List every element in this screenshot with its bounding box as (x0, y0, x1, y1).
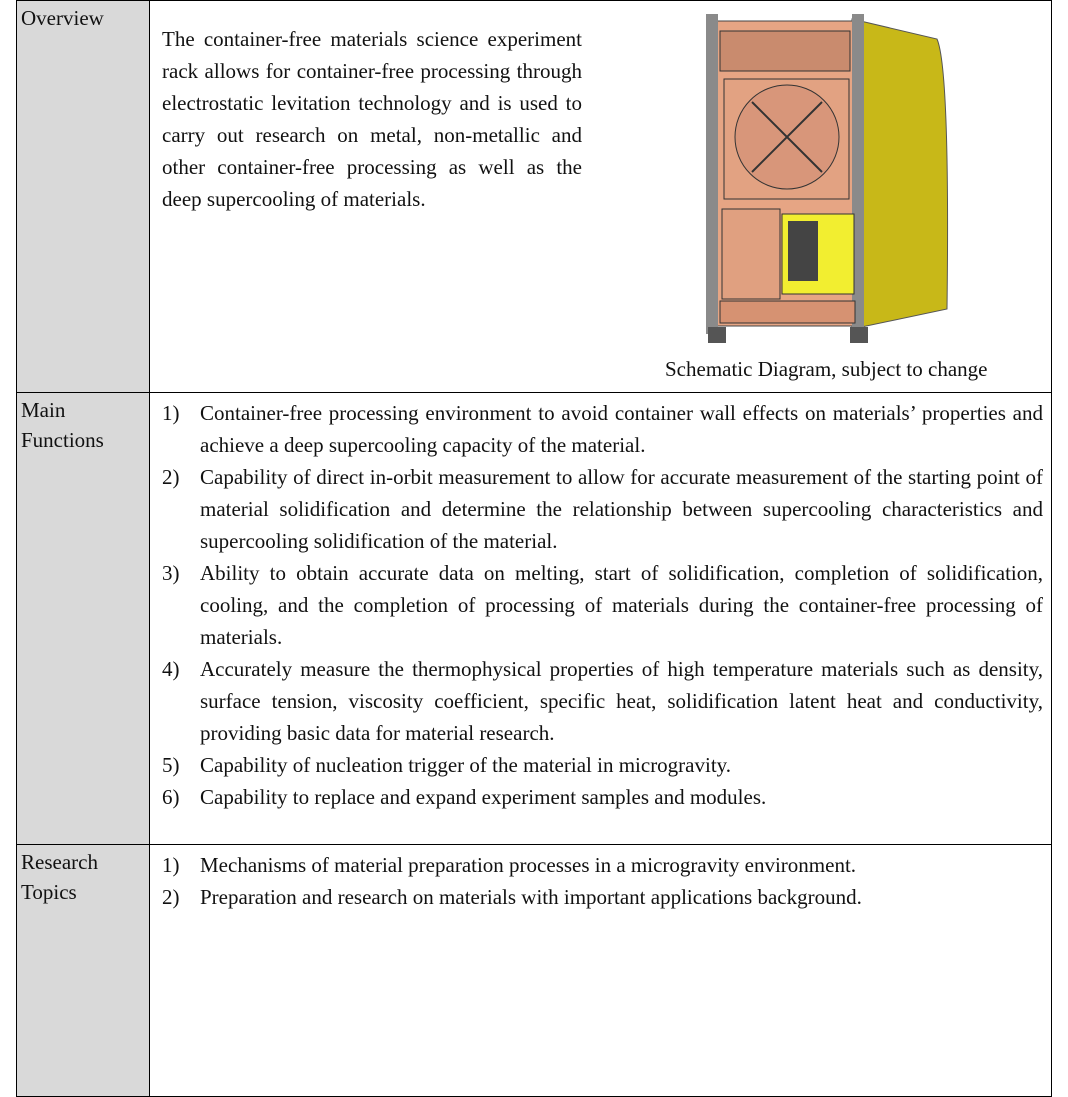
list-item: 2) Preparation and research on materials … (162, 881, 1043, 913)
row-label: Main Functions (16, 392, 150, 845)
item-text: Container-free processing environment to… (200, 401, 1043, 457)
topics-cell: 1) Mechanisms of material preparation pro… (149, 844, 1052, 1097)
item-text: Capability to replace and expand experim… (200, 785, 767, 809)
list-item: 5) Capability of nucleation trigger of th… (162, 749, 1043, 781)
rack-diagram (706, 14, 949, 343)
item-text: Ability to obtain accurate data on melti… (200, 561, 1043, 649)
item-number: 1) (162, 401, 180, 425)
item-number: 2) (162, 465, 180, 489)
overview-cell: The container-free materials science exp… (149, 0, 1052, 393)
list-item: 6) Capability to replace and expand exper… (162, 781, 1043, 813)
item-number: 1) (162, 853, 180, 877)
item-number: 6) (162, 785, 180, 809)
item-number: 4) (162, 657, 180, 681)
item-number: 3) (162, 561, 180, 585)
overview-text: The container-free materials science exp… (162, 27, 582, 211)
functions-cell: 1) Container-free processing environment … (149, 392, 1052, 845)
list-item: 3) Ability to obtain accurate data on mel… (162, 557, 1043, 653)
topic-list: 1) Mechanisms of material preparation pro… (150, 845, 1051, 913)
item-text: Capability of direct in-orbit measuremen… (200, 465, 1043, 553)
item-number: 5) (162, 753, 180, 777)
info-table: Overview The container-free materials sc… (16, 0, 1052, 1097)
item-text: Mechanisms of material preparation proce… (200, 853, 857, 877)
item-text: Accurately measure the thermophysical pr… (200, 657, 1043, 745)
list-item: 2) Capability of direct in-orbit measurem… (162, 461, 1043, 557)
list-item: 1) Container-free processing environment … (162, 397, 1043, 461)
list-item: 1) Mechanisms of material preparation pro… (162, 849, 1043, 881)
caption: Schematic Diagram, subject to change (665, 357, 988, 381)
item-number: 2) (162, 885, 180, 909)
item-text: Capability of nucleation trigger of the … (200, 753, 732, 777)
function-list: 1) Container-free processing environment … (150, 393, 1051, 813)
row-label: Research Topics (16, 844, 150, 1097)
row-label: Overview (16, 0, 150, 393)
item-text: Preparation and research on materials wi… (200, 885, 862, 909)
list-item: 4) Accurately measure the thermophysical … (162, 653, 1043, 749)
